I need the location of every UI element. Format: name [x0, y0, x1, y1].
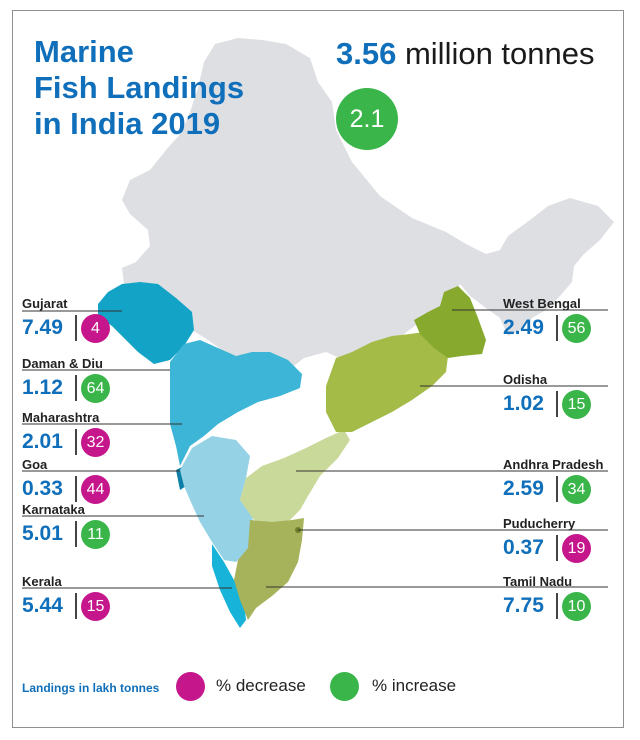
total-unit: million tonnes [404, 36, 595, 71]
state-value-west-bengal: 2.49 [503, 316, 544, 339]
state-value-andhra-pradesh: 2.59 [503, 477, 544, 500]
state-change-maharashtra: 32 [81, 428, 110, 457]
leader-lines [22, 309, 608, 589]
state-name-maharashtra: Maharashtra [22, 410, 100, 425]
state-change-kerala: 15 [81, 592, 110, 621]
total-change-bubble: 2.1 [336, 88, 398, 150]
state-separator [556, 391, 558, 417]
state-change-odisha: 15 [562, 390, 591, 419]
west-bengal-region [414, 286, 486, 358]
legend-decrease-label: % decrease [216, 676, 306, 695]
state-separator [75, 375, 77, 401]
legend-decrease-swatch [176, 672, 205, 701]
state-value-kerala: 5.44 [22, 594, 63, 617]
state-separator [75, 593, 77, 619]
state-separator [556, 535, 558, 561]
tamil-nadu-region [234, 518, 304, 620]
state-name-puducherry: Puducherry [503, 516, 576, 531]
state-separator [556, 315, 558, 341]
odisha-region [326, 332, 448, 432]
state-separator [75, 429, 77, 455]
state-name-gujarat: Gujarat [22, 296, 68, 311]
state-separator [75, 521, 77, 547]
page-title: Marine Fish Landings in India 2019 [34, 34, 244, 142]
state-name-odisha: Odisha [503, 372, 548, 387]
maharashtra-region [170, 340, 302, 466]
state-value-karnataka: 5.01 [22, 522, 63, 545]
state-change-daman-diu: 64 [81, 374, 110, 403]
state-name-andhra-pradesh: Andhra Pradesh [503, 457, 604, 472]
state-name-daman-diu: Daman & Diu [22, 356, 103, 371]
state-value-gujarat: 7.49 [22, 316, 63, 339]
state-change-andhra-pradesh: 34 [562, 475, 591, 504]
state-name-karnataka: Karnataka [22, 502, 85, 517]
state-value-daman-diu: 1.12 [22, 376, 63, 399]
state-change-goa: 44 [81, 475, 110, 504]
kerala-region [212, 544, 246, 628]
state-separator [75, 476, 77, 502]
total-landings: 3.56 million tonnes [336, 36, 595, 72]
state-separator [556, 476, 558, 502]
karnataka-region [180, 436, 256, 562]
state-separator [75, 315, 77, 341]
state-change-tamil-nadu: 10 [562, 592, 591, 621]
state-separator [556, 593, 558, 619]
legend-increase-label: % increase [372, 676, 457, 695]
state-value-tamil-nadu: 7.75 [503, 594, 544, 617]
state-change-west-bengal: 56 [562, 314, 591, 343]
india-land [122, 38, 614, 384]
legend-units: Landings in lakh tonnes [22, 681, 160, 695]
state-change-gujarat: 4 [81, 314, 110, 343]
state-change-puducherry: 19 [562, 534, 591, 563]
legend-increase-swatch [330, 672, 359, 701]
state-value-goa: 0.33 [22, 477, 63, 500]
andhra-pradesh-region [240, 430, 350, 524]
state-value-maharashtra: 2.01 [22, 430, 63, 453]
title-line: in India 2019 [34, 106, 221, 141]
state-name-kerala: Kerala [22, 574, 62, 589]
state-change-karnataka: 11 [81, 520, 110, 549]
state-value-puducherry: 0.37 [503, 536, 544, 559]
state-name-tamil-nadu: Tamil Nadu [503, 574, 573, 589]
gujarat-region [98, 282, 194, 364]
title-line: Fish Landings [34, 70, 245, 105]
title-line: Marine [34, 34, 134, 69]
state-value-odisha: 1.02 [503, 392, 544, 415]
state-name-west-bengal: West Bengal [503, 296, 581, 311]
state-name-goa: Goa [22, 457, 48, 472]
total-value: 3.56 [336, 36, 397, 71]
